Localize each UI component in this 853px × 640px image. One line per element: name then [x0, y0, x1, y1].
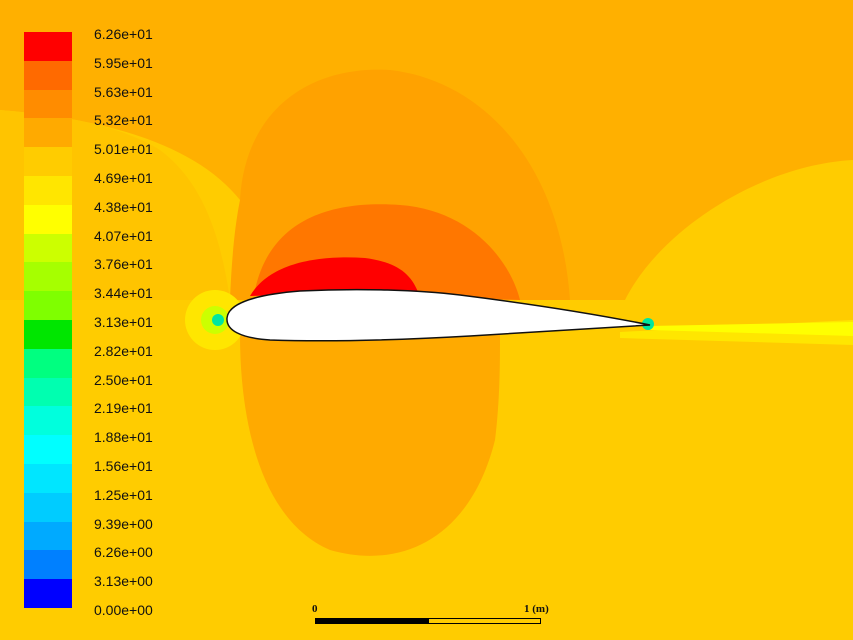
- legend-label: 0.00e+00: [94, 602, 153, 618]
- legend-label: 3.44e+01: [94, 285, 153, 302]
- legend-color-band: [24, 89, 72, 119]
- legend-color-band: [24, 377, 72, 407]
- legend-label: 4.07e+01: [94, 227, 153, 244]
- scale-bar: 0 1 (m): [312, 603, 552, 633]
- legend-label: 2.19e+01: [94, 400, 153, 417]
- legend-label: 6.26e+00: [94, 544, 153, 561]
- legend-color-band: [24, 579, 72, 609]
- legend-label: 5.63e+01: [94, 83, 153, 100]
- legend-color-band: [24, 176, 72, 205]
- legend-color-band: [24, 550, 72, 580]
- legend-color-band: [24, 147, 72, 177]
- suction-peak-region: [250, 257, 418, 296]
- legend-color-band: [24, 435, 72, 465]
- legend-label: 3.76e+01: [94, 256, 153, 273]
- legend-label: 5.01e+01: [94, 141, 153, 158]
- legend-color-band: [24, 464, 72, 493]
- upper-region: [0, 0, 853, 300]
- legend-label: 1.25e+01: [94, 486, 153, 503]
- color-legend: 6.26e+01 5.95e+01 5.63e+01 5.32e+01 5.01e+01…: [24, 26, 224, 618]
- legend-label: 5.32e+01: [94, 112, 153, 129]
- legend-label: 3.13e+01: [94, 314, 153, 330]
- legend-label: 3.13e+00: [94, 573, 153, 590]
- stagnation-point: [212, 314, 224, 326]
- legend-label: 2.82e+01: [94, 342, 153, 359]
- legend-color-band: [24, 320, 72, 349]
- legend-label: 9.39e+00: [94, 515, 153, 532]
- legend-color-band: [24, 262, 72, 292]
- legend-label: 1.88e+01: [94, 429, 153, 446]
- legend-label: 6.26e+01: [94, 26, 153, 42]
- scale-bar-dark-segment: [315, 618, 428, 624]
- legend-color-band: [24, 204, 72, 234]
- legend-color-band: [24, 32, 72, 61]
- legend-label: 2.50e+01: [94, 371, 153, 388]
- legend-color-band: [24, 118, 72, 148]
- legend-color-band: [24, 233, 72, 263]
- scale-bar-light-segment: [428, 618, 541, 624]
- legend-color-band: [24, 521, 72, 551]
- scale-bar-end-label: 1 (m): [524, 603, 549, 615]
- legend-color-band: [24, 492, 72, 522]
- lower-orange-lobe: [240, 335, 500, 556]
- legend-color-band: [24, 348, 72, 378]
- legend-label: 5.95e+01: [94, 54, 153, 71]
- legend-color-band: [24, 60, 72, 90]
- wake-core: [650, 322, 853, 336]
- legend-color-band: [24, 406, 72, 436]
- legend-color-band: [24, 291, 72, 321]
- legend-label: 4.38e+01: [94, 198, 153, 215]
- scale-bar-start-label: 0: [312, 603, 318, 615]
- legend-label: 4.69e+01: [94, 170, 153, 186]
- airfoil-shape: [226, 288, 651, 342]
- legend-label: 1.56e+01: [94, 458, 153, 474]
